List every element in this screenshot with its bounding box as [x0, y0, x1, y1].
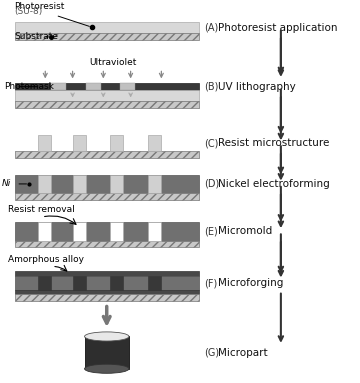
Bar: [14, 83, 199, 90]
Bar: [120, 83, 135, 90]
Text: Micromold: Micromold: [218, 226, 272, 236]
Bar: [85, 336, 129, 369]
Bar: [73, 175, 86, 193]
Bar: [148, 175, 161, 193]
Bar: [39, 222, 51, 241]
Text: Amorphous alloy: Amorphous alloy: [8, 255, 84, 264]
Bar: [14, 222, 199, 241]
Bar: [14, 271, 199, 276]
Bar: [14, 175, 199, 193]
Bar: [39, 276, 51, 290]
Text: Substrate: Substrate: [14, 33, 59, 41]
Text: (SU-8): (SU-8): [14, 7, 43, 16]
Text: (B): (B): [204, 82, 219, 92]
Bar: [14, 101, 199, 108]
Bar: [14, 151, 199, 158]
Bar: [14, 193, 199, 200]
Text: Ultraviolet: Ultraviolet: [90, 58, 137, 67]
Bar: [110, 135, 123, 151]
Text: (G): (G): [204, 348, 219, 358]
Bar: [39, 175, 51, 193]
Bar: [148, 276, 161, 290]
Bar: [39, 135, 51, 151]
Text: Nickel electroforming: Nickel electroforming: [218, 179, 329, 189]
Bar: [73, 135, 86, 151]
Bar: [14, 290, 199, 295]
Bar: [14, 241, 199, 247]
Text: (E): (E): [204, 226, 218, 236]
Text: Photoresist application: Photoresist application: [218, 23, 337, 33]
Bar: [148, 135, 161, 151]
Text: Resist removal: Resist removal: [8, 205, 75, 214]
Text: Ni: Ni: [2, 179, 11, 188]
Ellipse shape: [85, 332, 129, 341]
Bar: [14, 22, 199, 33]
Bar: [51, 83, 67, 90]
Bar: [14, 90, 199, 101]
Bar: [86, 83, 100, 90]
Text: UV lithography: UV lithography: [218, 82, 296, 92]
Text: (A): (A): [204, 23, 218, 33]
Bar: [110, 222, 123, 241]
Ellipse shape: [85, 364, 129, 373]
Text: (D): (D): [204, 179, 219, 189]
Text: (F): (F): [204, 278, 217, 288]
Text: Photomask: Photomask: [4, 82, 54, 91]
Bar: [110, 276, 123, 290]
Bar: [14, 295, 199, 301]
Text: Resist microstructure: Resist microstructure: [218, 138, 329, 148]
Text: Microforging: Microforging: [218, 278, 283, 288]
Text: Photoresist: Photoresist: [14, 2, 65, 11]
Text: Micropart: Micropart: [218, 348, 267, 358]
Text: (C): (C): [204, 138, 219, 148]
Bar: [14, 33, 199, 40]
Bar: [148, 222, 161, 241]
Bar: [73, 276, 86, 290]
Bar: [110, 175, 123, 193]
Bar: [14, 276, 199, 290]
Bar: [73, 222, 86, 241]
